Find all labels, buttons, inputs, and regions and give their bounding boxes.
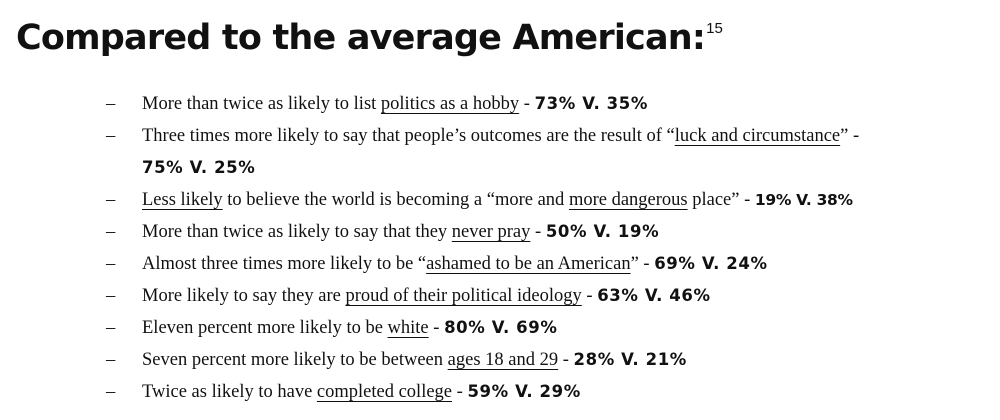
source-link[interactable]: politics as a hobby [380, 94, 520, 114]
bullet-dash: – [106, 286, 116, 306]
item-text-post: ” - [630, 254, 655, 274]
item-text-pre: More likely to say they are [142, 286, 346, 306]
item-text-post: - [428, 318, 445, 338]
item-text-pre: Seven percent more likely to be between [142, 350, 448, 370]
list-item: – Twice as likely to have completed coll… [106, 376, 996, 408]
item-text-pre: Eleven percent more likely to be [142, 318, 388, 338]
stat-comparison: 80% V. 69% [444, 318, 558, 337]
list-item: – Less likely to believe the world is be… [106, 184, 996, 216]
source-link[interactable]: proud of their political ideology [345, 286, 582, 306]
source-link[interactable]: white [387, 318, 429, 338]
stat-comparison: 63% V. 46% [597, 286, 711, 305]
heading-text: Compared to the average American: [16, 18, 706, 58]
item-text-pre: Twice as likely to have [142, 382, 317, 402]
source-link[interactable]: completed college [316, 382, 453, 402]
item-text-post: ” - [840, 126, 860, 146]
list-item: – More likely to say they are proud of t… [106, 280, 996, 312]
list-item: – Almost three times more likely to be “… [106, 248, 996, 280]
item-text: Almost three times more likely to be “as… [142, 248, 996, 280]
stat-comparison: 73% V. 35% [534, 94, 648, 113]
item-text-pre: Three times more likely to say that peop… [142, 126, 675, 146]
stat-comparison: 59% V. 29% [467, 382, 581, 401]
item-text-post: - [452, 382, 468, 402]
item-text-pre: More than twice as likely to say that th… [142, 222, 452, 242]
item-text-post: - [558, 350, 574, 370]
list-item: – Three times more likely to say that pe… [106, 120, 996, 184]
bullet-dash: – [106, 190, 116, 210]
item-text: More likely to say they are proud of the… [142, 280, 996, 312]
bullet-dash: – [106, 318, 116, 338]
comparison-list: – More than twice as likely to list poli… [106, 88, 996, 408]
item-text-mid: to believe the world is becoming a “more… [222, 190, 569, 210]
stat-comparison: 75% V. 25% [142, 158, 256, 177]
bullet-dash: – [106, 94, 116, 114]
list-item: – Seven percent more likely to be betwee… [106, 344, 996, 376]
list-item: – More than twice as likely to list poli… [106, 88, 996, 120]
list-item: – More than twice as likely to say that … [106, 216, 996, 248]
item-text: Eleven percent more likely to be white -… [142, 312, 996, 344]
bullet-dash: – [106, 126, 116, 146]
item-text-post: - [519, 94, 535, 114]
item-text: More than twice as likely to say that th… [142, 216, 996, 248]
stat-comparison: 69% V. 24% [654, 254, 768, 273]
stat-comparison: 28% V. 21% [573, 350, 687, 369]
item-text-post: place” - [687, 190, 755, 210]
source-link[interactable]: ashamed to be an American [426, 254, 631, 274]
source-link-secondary[interactable]: more dangerous [568, 190, 688, 210]
page-heading: Compared to the average American:15 [16, 8, 723, 75]
bullet-dash: – [106, 254, 116, 274]
item-text-pre: More than twice as likely to list [142, 94, 381, 114]
item-text-post: - [581, 286, 598, 306]
bullet-dash: – [106, 222, 116, 242]
item-text-post: - [530, 222, 546, 242]
source-link[interactable]: luck and circumstance [674, 126, 841, 146]
source-link[interactable]: never pray [451, 222, 531, 242]
stat-comparison: 19% V. 38% [754, 191, 853, 209]
source-link[interactable]: Less likely [142, 190, 223, 210]
list-item: – Eleven percent more likely to be white… [106, 312, 996, 344]
item-text-pre: Almost three times more likely to be “ [142, 254, 427, 274]
item-text: Twice as likely to have completed colleg… [142, 376, 996, 408]
item-text: Seven percent more likely to be between … [142, 344, 996, 376]
item-text: Three times more likely to say that peop… [142, 120, 902, 184]
footnote-marker[interactable]: 15 [706, 20, 723, 37]
item-text: More than twice as likely to list politi… [142, 88, 996, 120]
item-text: Less likely to believe the world is beco… [142, 184, 996, 216]
source-link[interactable]: ages 18 and 29 [447, 350, 559, 370]
bullet-dash: – [106, 382, 116, 402]
bullet-dash: – [106, 350, 116, 370]
stat-comparison: 50% V. 19% [545, 222, 660, 241]
